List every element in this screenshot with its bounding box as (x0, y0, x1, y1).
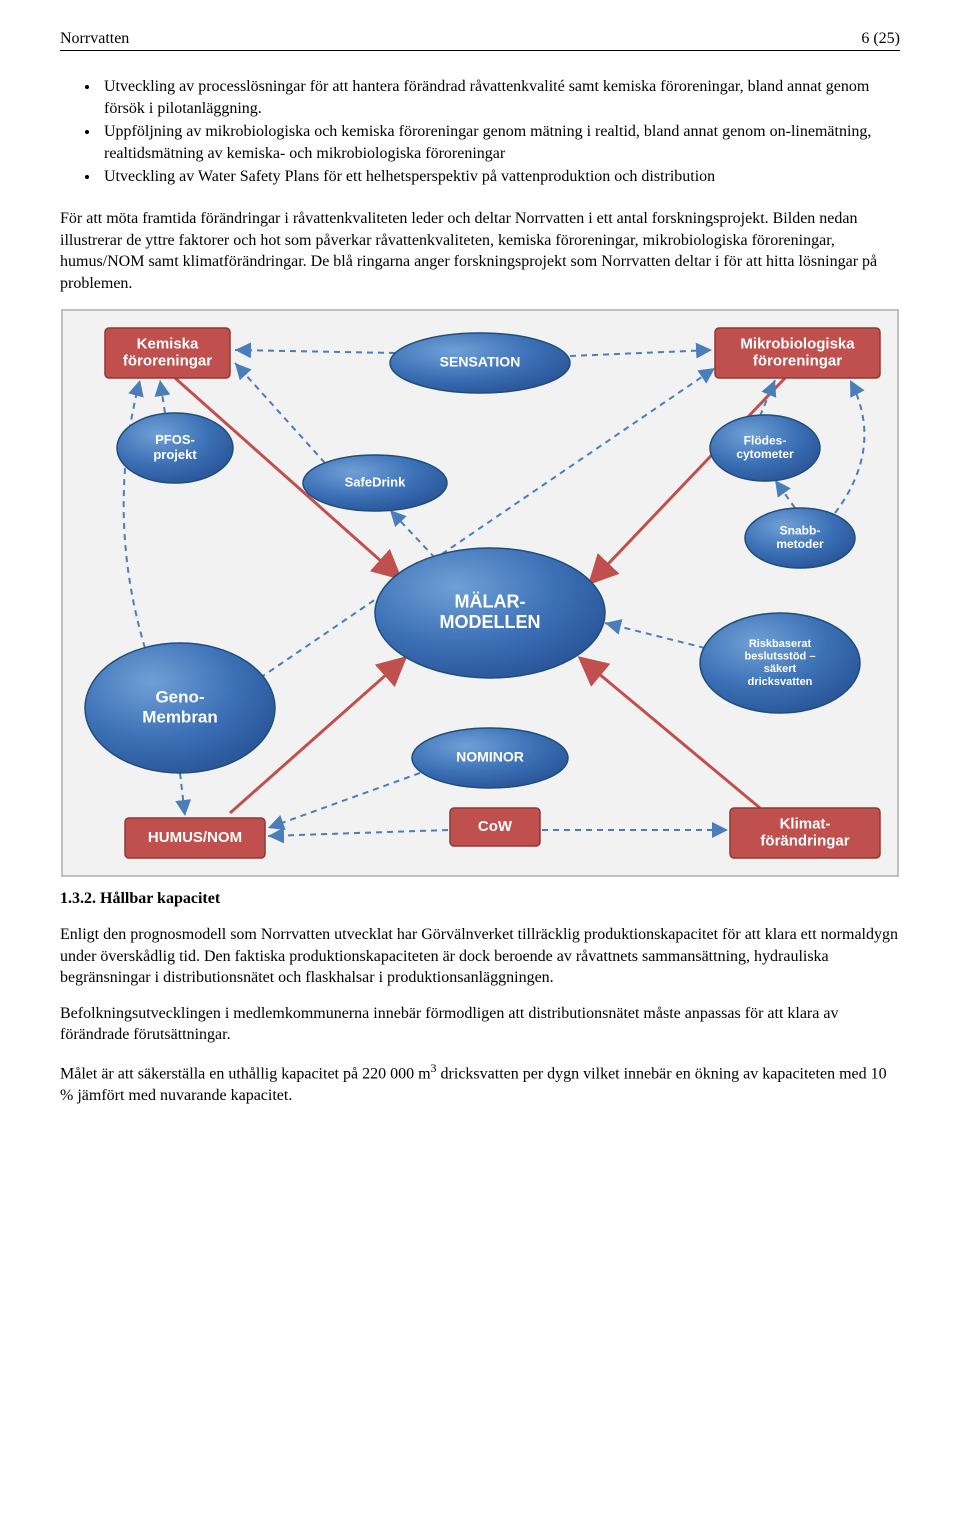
ellipse-sensation: SENSATION (390, 333, 570, 393)
svg-text:MODELLEN: MODELLEN (440, 612, 541, 632)
svg-text:Membran: Membran (142, 708, 218, 727)
svg-text:metoder: metoder (776, 537, 824, 551)
section-heading: 1.3.2. Hållbar kapacitet (60, 888, 900, 910)
bullet-item: Utveckling av Water Safety Plans för ett… (100, 166, 900, 188)
ellipse-snabb: Snabb-metoder (745, 508, 855, 568)
svg-text:säkert: säkert (764, 664, 797, 676)
paragraph-4: Målet är att säkerställa en uthållig kap… (60, 1060, 900, 1107)
svg-text:PFOS-: PFOS- (155, 432, 195, 447)
svg-text:Geno-: Geno- (155, 688, 204, 707)
ellipse-pfos: PFOS-projekt (117, 413, 233, 483)
svg-text:beslutsstöd –: beslutsstöd – (745, 651, 816, 663)
svg-text:MÄLAR-: MÄLAR- (455, 592, 526, 612)
page-header: Norrvatten 6 (25) (60, 30, 900, 51)
redbox-humus: HUMUS/NOM (125, 818, 265, 858)
svg-text:SENSATION: SENSATION (440, 354, 521, 370)
para4-part-a: Målet är att säkerställa en uthållig kap… (60, 1065, 431, 1082)
svg-text:Snabb-: Snabb- (780, 524, 821, 538)
redbox-cow: CoW (450, 808, 540, 846)
svg-text:NOMINOR: NOMINOR (456, 749, 524, 765)
research-diagram: KemiskaföroreningarMikrobiologiskaförore… (60, 308, 900, 878)
bullet-item: Uppföljning av mikrobiologiska och kemis… (100, 121, 900, 164)
svg-text:dricksvatten: dricksvatten (748, 676, 813, 688)
ellipse-nominor: NOMINOR (412, 728, 568, 788)
redbox-mikro: Mikrobiologiskaföroreningar (715, 328, 880, 378)
svg-text:förändringar: förändringar (760, 833, 849, 850)
bullet-item: Utveckling av processlösningar för att h… (100, 76, 900, 119)
svg-text:Riskbaserat: Riskbaserat (749, 638, 812, 650)
redbox-kemiska: Kemiskaföroreningar (105, 328, 230, 378)
svg-text:HUMUS/NOM: HUMUS/NOM (148, 829, 242, 846)
paragraph-intro: För att möta framtida förändringar i råv… (60, 208, 900, 294)
svg-text:föroreningar: föroreningar (123, 353, 212, 370)
svg-text:föroreningar: föroreningar (753, 353, 842, 370)
svg-text:Flödes-: Flödes- (744, 434, 787, 448)
header-right: 6 (25) (861, 30, 900, 48)
paragraph-3: Befolkningsutvecklingen i medlemkommuner… (60, 1003, 900, 1046)
ellipse-flodes: Flödes-cytometer (710, 415, 820, 481)
svg-text:projekt: projekt (153, 447, 197, 462)
svg-text:Klimat-: Klimat- (780, 816, 831, 833)
svg-text:Kemiska: Kemiska (137, 336, 199, 353)
svg-text:Mikrobiologiska: Mikrobiologiska (740, 336, 855, 353)
ellipse-malar: MÄLAR-MODELLEN (375, 548, 605, 678)
paragraph-2: Enligt den prognosmodell som Norrvatten … (60, 924, 900, 989)
svg-text:cytometer: cytometer (736, 447, 794, 461)
heading-text: 1.3.2. Hållbar kapacitet (60, 890, 220, 907)
svg-text:SafeDrink: SafeDrink (345, 475, 406, 490)
ellipse-geno: Geno-Membran (85, 643, 275, 773)
bullet-list: Utveckling av processlösningar för att h… (100, 76, 900, 188)
ellipse-safedrink: SafeDrink (303, 455, 447, 511)
redbox-klimat: Klimat-förändringar (730, 808, 880, 858)
svg-text:CoW: CoW (478, 818, 513, 835)
ellipse-risk: Riskbaseratbeslutsstöd –säkertdricksvatt… (700, 613, 860, 713)
header-left: Norrvatten (60, 30, 129, 48)
